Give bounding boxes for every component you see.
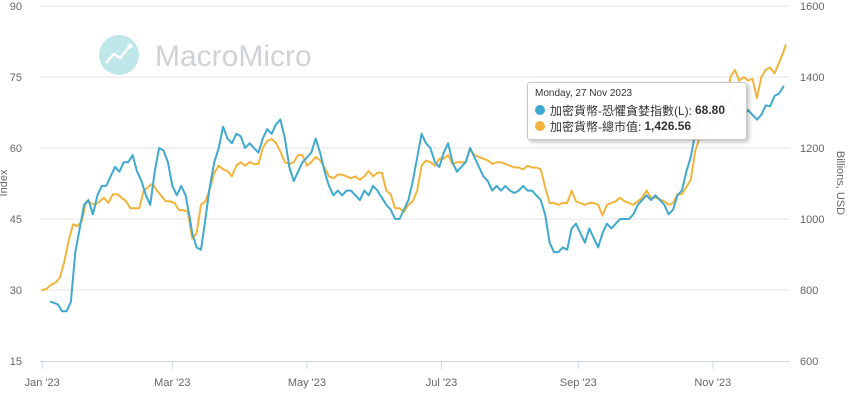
y-right-tick-label: 1400 — [800, 72, 824, 84]
y-right-tick-label: 1200 — [800, 143, 824, 155]
x-tick-label: Jan '23 — [25, 377, 60, 389]
tooltip-row-fear-greed: 加密貨幣-恐懼貪婪指數(L): 68.80 — [535, 102, 739, 118]
y-left-axis-title: Index — [0, 169, 10, 196]
y-left-tick-label: 60 — [10, 143, 22, 155]
tooltip: Monday, 27 Nov 2023 加密貨幣-恐懼貪婪指數(L): 68.8… — [527, 82, 747, 140]
x-tick-label: Jul '23 — [426, 377, 457, 389]
fear-greed-index-line — [50, 85, 785, 313]
x-tick-label: May '23 — [288, 377, 326, 389]
y-left-tick-label: 90 — [10, 1, 22, 13]
tooltip-label: 加密貨幣-恐懼貪婪指數(L): — [550, 103, 692, 118]
macromicro-logo-icon — [99, 35, 139, 75]
tooltip-marker-orange-icon — [535, 121, 545, 131]
y-left-tick-label: 30 — [10, 285, 22, 297]
y-right-tick-label: 800 — [800, 285, 818, 297]
y-right-tick-label: 1000 — [800, 214, 824, 226]
x-tick-label: Nov '23 — [694, 377, 731, 389]
market-cap-line — [41, 44, 787, 291]
tooltip-row-market-cap: 加密貨幣-總市值: 1,426.56 — [535, 118, 739, 134]
axes: 15 30 45 60 75 90 600 800 1000 1200 1400 1600 Jan '2… — [0, 1, 846, 389]
y-right-axis-title: Billions, USD — [834, 151, 846, 215]
y-right-tick-label: 600 — [800, 356, 818, 368]
tooltip-marker-blue-icon — [535, 105, 545, 115]
y-left-tick-label: 15 — [10, 356, 22, 368]
x-tick-label: Mar '23 — [154, 377, 190, 389]
y-right-tick-label: 1600 — [800, 1, 824, 13]
watermark: MacroMicro — [99, 35, 312, 75]
tooltip-value: 68.80 — [695, 103, 726, 117]
y-left-tick-label: 75 — [10, 72, 22, 84]
watermark-text: MacroMicro — [155, 40, 312, 73]
y-left-tick-label: 45 — [10, 214, 22, 226]
x-tick-label: Sep '23 — [560, 377, 597, 389]
series-lines — [41, 44, 787, 313]
gridlines — [40, 5, 790, 291]
tooltip-label: 加密貨幣-總市值: — [550, 119, 642, 134]
tooltip-date: Monday, 27 Nov 2023 — [535, 88, 633, 99]
tooltip-value: 1,426.56 — [644, 119, 692, 133]
